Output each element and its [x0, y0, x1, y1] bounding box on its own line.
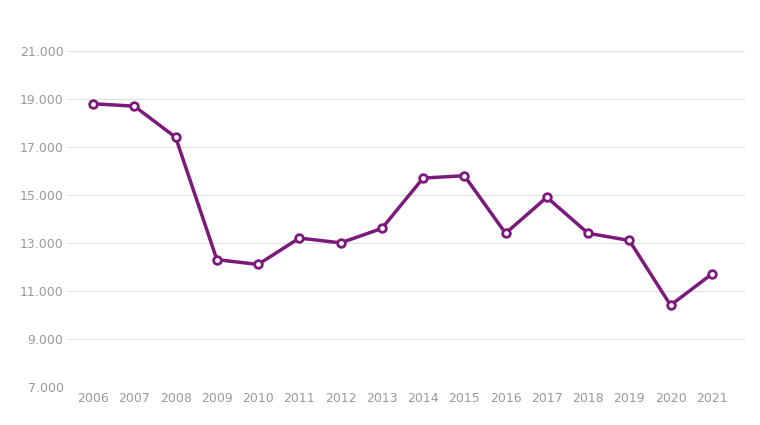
Text: TRÁFICOS FERROCARRIL-RENFE: TRÁFICOS FERROCARRIL-RENFE — [91, 17, 353, 32]
Text: - 2008-2021 - 3ER TRIMESTRE - MILES DE TONELADAS: - 2008-2021 - 3ER TRIMESTRE - MILES DE T… — [347, 20, 679, 29]
